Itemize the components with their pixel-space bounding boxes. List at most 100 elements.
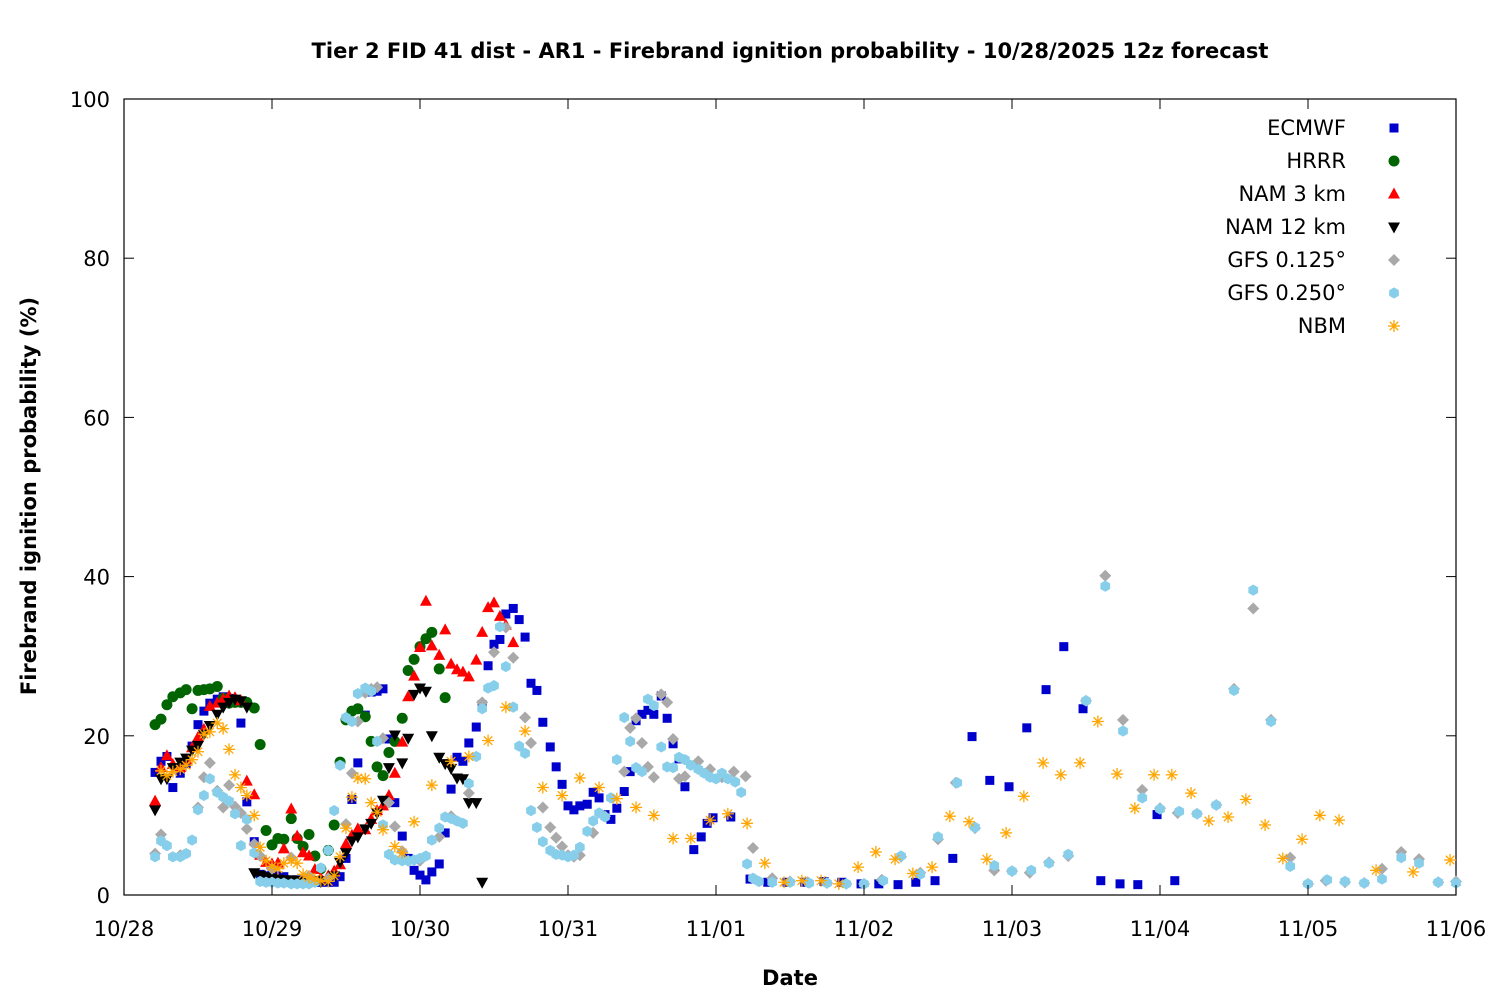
point-nam-12-km (396, 758, 409, 770)
point-nbm (328, 869, 341, 882)
point-gfs-0-250 (489, 680, 499, 692)
point-nbm (291, 857, 304, 870)
point-nbm (1239, 793, 1252, 806)
point-nbm (943, 810, 956, 823)
point-hrrr (371, 761, 383, 773)
point-hrrr (426, 626, 438, 638)
point-nbm (573, 771, 586, 784)
point-ecmwf (508, 603, 518, 613)
point-gfs-0-250 (1248, 584, 1259, 596)
point-gfs-0-250 (1414, 857, 1424, 869)
point-ecmwf (421, 875, 431, 885)
legend-label: NBM (1298, 314, 1346, 338)
point-gfs-0-125 (1136, 783, 1149, 796)
point-nam-12-km (476, 877, 489, 889)
point-gfs-0-125 (1117, 713, 1129, 726)
point-ecmwf (911, 877, 921, 887)
point-ecmwf (967, 732, 977, 742)
point-gfs-0-125 (550, 831, 563, 844)
point-nbm (741, 817, 754, 830)
point-gfs-0-250 (329, 805, 340, 817)
point-gfs-0-250 (1081, 695, 1091, 707)
x-tick-label: 11/03 (982, 917, 1043, 941)
point-nbm (1000, 826, 1013, 839)
point-gfs-0-250 (1359, 877, 1370, 889)
point-ecmwf (1170, 876, 1180, 886)
x-tick-label: 11/06 (1426, 917, 1487, 941)
x-tick-label: 11/01 (686, 917, 747, 941)
point-gfs-0-125 (223, 779, 236, 792)
point-nbm (1333, 814, 1346, 827)
point-nbm (334, 850, 347, 863)
point-gfs-0-250 (366, 685, 377, 697)
point-hrrr (278, 833, 290, 845)
point-nbm (1370, 864, 1383, 877)
point-hrrr (254, 739, 266, 751)
point-gfs-0-250 (1118, 725, 1128, 737)
point-ecmwf (874, 879, 884, 889)
point-gfs-0-125 (345, 767, 358, 780)
point-gfs-0-125 (556, 840, 569, 853)
point-gfs-0-250 (1303, 878, 1313, 890)
point-nam-3-km (160, 749, 173, 761)
point-gfs-0-250 (458, 817, 468, 829)
point-gfs-0-250 (989, 859, 1000, 872)
point-nam-12-km (433, 752, 446, 764)
point-nbm (536, 781, 549, 794)
point-ecmwf (662, 713, 672, 723)
legend-label: ECMWF (1267, 116, 1346, 140)
point-nbm (229, 768, 241, 781)
point-gfs-0-250 (520, 747, 530, 759)
point-gfs-0-250 (1340, 875, 1350, 888)
point-gfs-0-125 (667, 732, 680, 745)
point-gfs-0-250 (1155, 803, 1165, 815)
point-gfs-0-250 (508, 701, 519, 713)
point-nbm (926, 861, 939, 874)
point-gfs-0-125 (462, 787, 475, 800)
point-nam-3-km (493, 609, 506, 621)
point-ecmwf (612, 803, 622, 813)
point-nam-3-km (445, 657, 458, 669)
point-nbm (388, 840, 401, 853)
point-ecmwf (1041, 685, 1051, 695)
point-nbm (889, 853, 902, 866)
point-nam-3-km (488, 596, 500, 608)
point-ecmwf (199, 706, 209, 716)
point-nbm (462, 750, 475, 763)
point-gfs-0-250 (569, 849, 579, 861)
point-ecmwf (582, 799, 592, 809)
point-ecmwf (1115, 879, 1125, 889)
y-tick-label: 0 (97, 884, 110, 908)
point-nbm (1222, 810, 1235, 823)
y-tick-label: 20 (83, 725, 110, 749)
point-nbm (1165, 768, 1178, 781)
point-gfs-0-250 (1433, 876, 1444, 888)
point-ecmwf (1059, 642, 1069, 652)
point-nbm (852, 861, 865, 874)
point-nbm (240, 789, 253, 802)
point-ecmwf (378, 684, 388, 694)
point-ecmwf (514, 615, 524, 625)
point-gfs-0-250 (150, 851, 160, 863)
axis-ticks: 10/28 10/29 10/30 10/31 11/01 11/02 11/03 11/04… (70, 88, 1486, 941)
point-ecmwf (242, 797, 252, 807)
plot-border (123, 98, 1457, 896)
point-gfs-0-250 (915, 868, 926, 880)
legend-marker (1388, 320, 1400, 332)
point-gfs-0-250 (1211, 799, 1222, 811)
point-gfs-0-250 (841, 878, 852, 890)
point-gfs-0-250 (537, 836, 548, 848)
point-nam-12-km (340, 848, 352, 860)
point-gfs-0-125 (647, 771, 660, 784)
point-nbm (593, 781, 606, 794)
point-nbm (1444, 853, 1457, 866)
point-ecmwf (526, 678, 536, 688)
point-ecmwf (384, 734, 394, 744)
point-gfs-0-125 (747, 842, 759, 855)
point-gfs-0-125 (739, 770, 752, 783)
point-nam-3-km (414, 640, 426, 652)
point-nbm (1017, 790, 1030, 803)
legend-marker (1389, 287, 1399, 299)
point-ecmwf (893, 880, 903, 890)
point-nam-3-km (192, 730, 204, 742)
